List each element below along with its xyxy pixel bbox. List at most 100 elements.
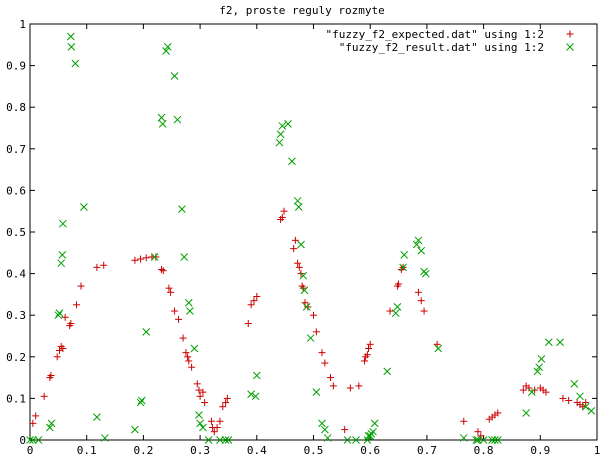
expected-point bbox=[196, 392, 204, 400]
result-point bbox=[400, 251, 409, 259]
result-point bbox=[491, 436, 499, 444]
result-point bbox=[522, 409, 530, 417]
expected-point bbox=[100, 261, 108, 269]
result-point bbox=[318, 419, 326, 428]
result-point bbox=[100, 434, 109, 442]
expected-point bbox=[247, 301, 255, 309]
y-tick-label: 0.7 bbox=[6, 143, 26, 156]
result-point bbox=[537, 355, 546, 363]
result-point bbox=[556, 338, 564, 347]
result-point bbox=[196, 419, 204, 428]
result-point bbox=[570, 379, 579, 388]
result-point bbox=[417, 246, 426, 255]
result-point bbox=[323, 434, 332, 442]
result-point bbox=[150, 253, 159, 261]
expected-point bbox=[291, 236, 299, 244]
result-point bbox=[474, 436, 482, 444]
y-tick-label: 0.5 bbox=[6, 226, 26, 239]
expected-point bbox=[318, 349, 326, 357]
result-point bbox=[544, 338, 553, 347]
expected-point bbox=[565, 396, 573, 404]
expected-point bbox=[525, 384, 533, 392]
expected-point bbox=[47, 372, 55, 380]
legend-label-expected: "fuzzy_f2_expected.dat" using 1:2 bbox=[325, 28, 544, 41]
result-point bbox=[352, 436, 360, 444]
y-tick-label: 0 bbox=[19, 434, 26, 447]
y-tick-label: 1 bbox=[19, 18, 26, 31]
expected-point bbox=[193, 380, 201, 388]
x-tick-label: 1 bbox=[594, 444, 601, 457]
legend-label-result: "fuzzy_f2_result.dat" using 1:2 bbox=[339, 41, 544, 54]
expected-point bbox=[171, 307, 179, 315]
expected-point bbox=[327, 374, 335, 382]
expected-point bbox=[395, 280, 403, 288]
expected-point bbox=[195, 386, 203, 394]
expected-point bbox=[304, 303, 312, 311]
result-point bbox=[493, 436, 502, 444]
expected-point bbox=[53, 353, 61, 361]
result-point bbox=[535, 363, 544, 372]
expected-point bbox=[207, 417, 215, 425]
result-point bbox=[459, 434, 468, 442]
result-point bbox=[300, 286, 309, 295]
result-point bbox=[369, 427, 377, 436]
expected-point bbox=[253, 292, 261, 300]
x-tick-label: 0 bbox=[27, 444, 34, 457]
result-point bbox=[293, 196, 302, 205]
expected-point bbox=[182, 349, 190, 357]
expected-point bbox=[420, 307, 428, 315]
y-tick-label: 0.3 bbox=[6, 309, 26, 322]
expected-point bbox=[250, 297, 258, 305]
result-point bbox=[576, 392, 584, 401]
result-point bbox=[71, 59, 80, 68]
result-point bbox=[294, 203, 303, 211]
result-point bbox=[221, 436, 230, 444]
result-point bbox=[224, 436, 233, 444]
result-point bbox=[162, 47, 170, 55]
expected-point bbox=[294, 259, 302, 267]
expected-point bbox=[460, 417, 468, 425]
expected-point bbox=[582, 399, 590, 407]
x-tick-label: 0.2 bbox=[133, 444, 153, 457]
result-point bbox=[278, 122, 287, 130]
result-point bbox=[199, 423, 207, 432]
expected-point bbox=[188, 363, 196, 371]
expected-point bbox=[361, 357, 369, 365]
result-point bbox=[366, 431, 375, 440]
result-point bbox=[190, 344, 199, 353]
expected-point bbox=[321, 359, 329, 367]
result-point bbox=[306, 334, 315, 342]
result-point bbox=[472, 436, 481, 444]
expected-point bbox=[474, 428, 482, 436]
result-point bbox=[170, 72, 179, 80]
tick-layer: 0 0.1 0.2 0.3 0.4 0.5 0.6 0.7 0.8 0.9 1 0 0.1 0.2 0.3 0… bbox=[6, 18, 600, 457]
expected-point bbox=[131, 256, 139, 264]
result-point bbox=[302, 303, 311, 311]
result-point bbox=[180, 253, 189, 261]
expected-point bbox=[341, 426, 349, 434]
expected-point bbox=[167, 288, 175, 296]
result-point bbox=[284, 119, 292, 128]
y-tick-label: 0.6 bbox=[6, 184, 26, 197]
expected-point bbox=[219, 403, 227, 411]
expected-point bbox=[542, 388, 550, 396]
result-point bbox=[58, 251, 67, 259]
expected-point bbox=[175, 315, 183, 323]
result-point bbox=[54, 311, 63, 320]
expected-point bbox=[93, 263, 101, 271]
x-tick-label: 0.6 bbox=[360, 444, 380, 457]
result-point bbox=[67, 43, 76, 51]
y-tick-label: 0.8 bbox=[6, 101, 26, 114]
legend-marker-expected bbox=[566, 30, 574, 38]
expected-point bbox=[142, 254, 150, 262]
expected-point bbox=[216, 417, 224, 425]
expected-point bbox=[244, 320, 252, 328]
result-point bbox=[47, 419, 56, 428]
result-point bbox=[57, 259, 66, 268]
expected-point bbox=[363, 351, 371, 359]
result-point bbox=[163, 43, 172, 51]
result-point bbox=[66, 32, 75, 41]
result-point bbox=[131, 425, 139, 434]
y-tick-label: 0.1 bbox=[6, 392, 26, 405]
expected-point bbox=[417, 297, 425, 305]
